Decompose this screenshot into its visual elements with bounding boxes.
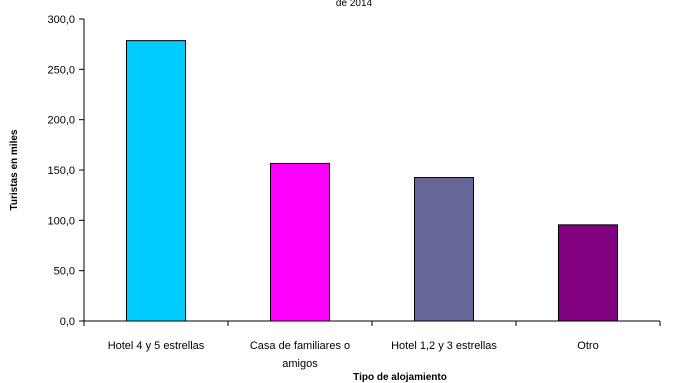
y-tick-label: 250,0 [47, 64, 75, 76]
bar [125, 40, 187, 322]
bar [413, 177, 475, 322]
bars [125, 40, 619, 322]
x-axis-title: Tipo de alojamiento [353, 372, 447, 383]
x-tick-label: Hotel 1,2 y 3 estrellas [391, 340, 497, 352]
chart-title: de 2014 [336, 0, 373, 9]
y-tick-label: 150,0 [47, 165, 75, 177]
x-tick-label: amigos [282, 358, 318, 370]
y-tick-label: 100,0 [47, 215, 75, 227]
y-tick-label: 0,0 [60, 316, 75, 328]
y-tick-label: 200,0 [47, 115, 75, 127]
x-axis: Hotel 4 y 5 estrellas Casa de familiares … [83, 320, 661, 370]
x-tick-label: Otro [577, 340, 598, 352]
x-tick-label: Casa de familiares o [250, 340, 350, 352]
x-tick-label: Hotel 4 y 5 estrellas [108, 340, 205, 352]
bar [557, 224, 619, 322]
y-axis: 0,0 50,0 100,0 150,0 200,0 250,0 300,0 [47, 14, 85, 328]
y-axis-title: Turistas en miles [9, 129, 20, 210]
bar [269, 162, 331, 322]
y-tick-label: 300,0 [47, 14, 75, 26]
y-tick-label: 50,0 [54, 266, 75, 278]
